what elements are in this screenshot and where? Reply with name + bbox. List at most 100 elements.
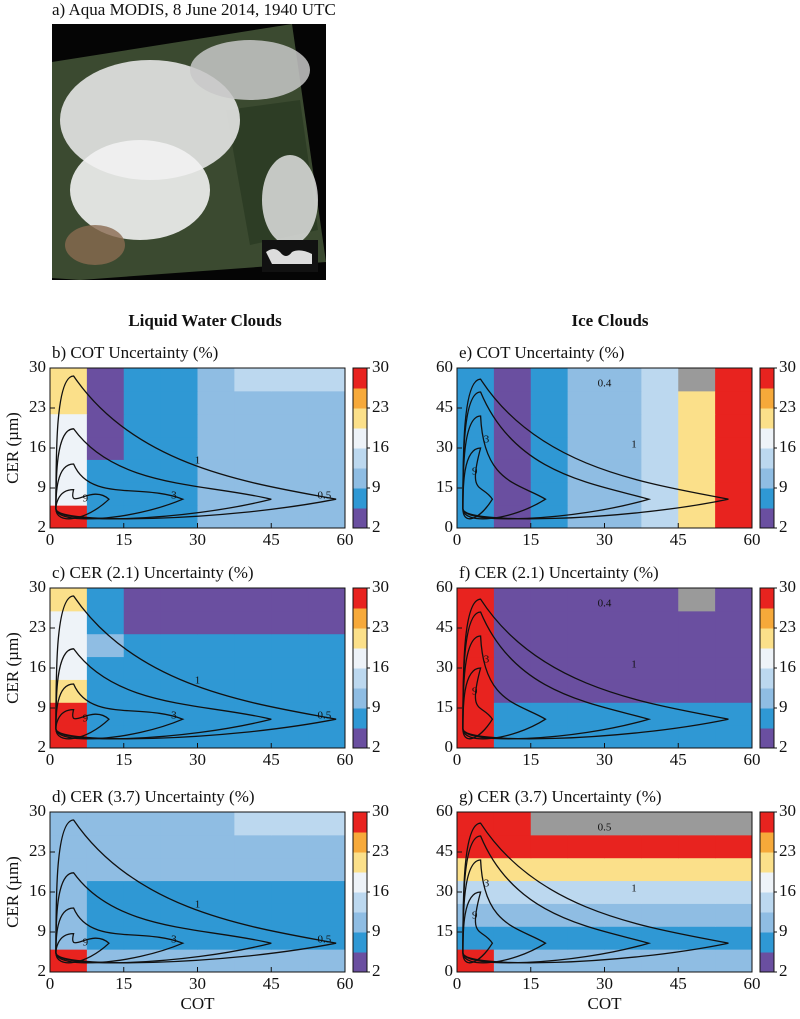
contour-line xyxy=(55,428,272,520)
heatmap-cell xyxy=(567,390,605,415)
colorbar-tick-label: 30 xyxy=(372,801,389,820)
x-tick-label: 30 xyxy=(596,530,613,549)
heatmap-cell xyxy=(308,459,346,483)
colorbar-bin xyxy=(353,588,367,609)
image-title: a) Aqua MODIS, 8 June 2014, 1940 UTC xyxy=(52,0,336,19)
colorbar-bin xyxy=(760,952,774,973)
heatmap-cell xyxy=(271,368,309,392)
heatmap-cell xyxy=(308,725,346,749)
colorbar-bin xyxy=(353,448,367,469)
heatmap-cell xyxy=(308,588,346,612)
contour-line xyxy=(462,891,494,964)
colorbar-bin xyxy=(760,852,774,873)
heatmap-cell xyxy=(197,702,235,726)
heatmap-cell xyxy=(234,679,272,703)
heatmap-cell xyxy=(234,880,272,904)
colorbar-bin xyxy=(353,912,367,933)
x-tick-label: 45 xyxy=(263,750,280,769)
heatmap-cell xyxy=(678,903,716,927)
colorbar-tick-label: 16 xyxy=(779,881,796,900)
y-tick-label: 15 xyxy=(436,921,453,940)
heatmap-cell xyxy=(641,880,679,904)
colorbar-tick-label: 16 xyxy=(372,657,389,676)
heatmap-cell xyxy=(715,610,753,635)
heatmap-cell xyxy=(715,413,753,438)
contour-line xyxy=(55,683,185,740)
heatmap-cell xyxy=(234,949,272,973)
heatmap-cell xyxy=(308,812,346,836)
x-tick-label: 15 xyxy=(115,750,132,769)
y-tick-label: 60 xyxy=(436,577,453,596)
heatmap-cell xyxy=(123,679,162,703)
panel-title: f) CER (2.1) Uncertainty (%) xyxy=(459,563,659,582)
heatmap-cell xyxy=(160,368,198,392)
heatmap-cell xyxy=(271,656,309,680)
heatmap-cell xyxy=(678,834,716,859)
colorbar-bin xyxy=(353,468,367,489)
heatmap-cell xyxy=(641,436,679,460)
x-tick-label: 15 xyxy=(522,750,539,769)
heatmap-cell xyxy=(604,588,642,612)
heatmap-cell xyxy=(86,903,125,927)
colorbar-bin xyxy=(353,628,367,649)
heatmap-cell xyxy=(123,482,162,506)
heatmap-cell xyxy=(123,949,162,973)
y-tick-label: 9 xyxy=(38,477,47,496)
contour-label: 3 xyxy=(484,434,490,446)
heatmap-cell xyxy=(530,368,569,392)
contour-label: 1 xyxy=(631,658,637,670)
missing-cell xyxy=(678,368,716,392)
contour-line xyxy=(55,463,185,520)
heatmap-cell xyxy=(678,949,716,973)
heatmap-cell xyxy=(271,436,309,460)
heatmap-cell xyxy=(567,610,605,635)
panel-title: c) CER (2.1) Uncertainty (%) xyxy=(52,563,254,582)
heatmap-cell xyxy=(86,834,125,859)
y-axis-label: CER (µm) xyxy=(3,856,22,928)
heatmap-cell xyxy=(678,725,716,749)
heatmap-cell xyxy=(530,436,569,460)
heatmap-cell xyxy=(678,880,716,904)
heatmap-cell xyxy=(678,413,716,438)
colorbar-tick-label: 9 xyxy=(372,697,381,716)
heatmap-cell xyxy=(271,482,309,506)
contour-line xyxy=(462,835,652,964)
contour-label: 9 xyxy=(83,937,89,949)
heatmap-cell xyxy=(50,436,88,460)
y-tick-label: 0 xyxy=(445,517,454,536)
colorbar-tick-label: 9 xyxy=(372,921,381,940)
heatmap-cell xyxy=(197,436,235,460)
heatmap-cell xyxy=(234,903,272,927)
colorbar-tick-label: 23 xyxy=(779,841,796,860)
colorbar-tick-label: 30 xyxy=(372,577,389,596)
heatmap-cell xyxy=(50,390,88,415)
contour-label: 0.4 xyxy=(598,598,612,610)
x-tick-label: 30 xyxy=(189,974,206,993)
heatmap-cell xyxy=(715,368,753,392)
heatmap-cell xyxy=(123,880,162,904)
heatmap-cell xyxy=(234,857,272,882)
y-tick-label: 15 xyxy=(436,697,453,716)
x-tick-label: 15 xyxy=(115,974,132,993)
heatmap-cell xyxy=(234,725,272,749)
colorbar-bin xyxy=(760,408,774,429)
heatmap-cell xyxy=(271,679,309,703)
heatmap-cell xyxy=(604,725,642,749)
contour-line xyxy=(462,447,494,520)
colorbar-tick-label: 9 xyxy=(779,697,788,716)
colorbar-tick-label: 23 xyxy=(372,617,389,636)
heatmap-cell xyxy=(604,482,642,506)
y-tick-label: 16 xyxy=(29,657,46,676)
colorbar-bin xyxy=(353,388,367,409)
heatmap-cell xyxy=(308,857,346,882)
heatmap-cell xyxy=(123,903,162,927)
heatmap-cell xyxy=(678,459,716,483)
heatmap-cell xyxy=(271,834,309,859)
colorbar-tick-label: 30 xyxy=(779,801,796,820)
x-tick-label: 30 xyxy=(189,530,206,549)
heatmap-cell xyxy=(308,656,346,680)
missing-cell xyxy=(678,588,716,612)
contour-label: 1 xyxy=(195,454,201,466)
heatmap-cell xyxy=(493,436,532,460)
heatmap-cell xyxy=(160,610,198,635)
